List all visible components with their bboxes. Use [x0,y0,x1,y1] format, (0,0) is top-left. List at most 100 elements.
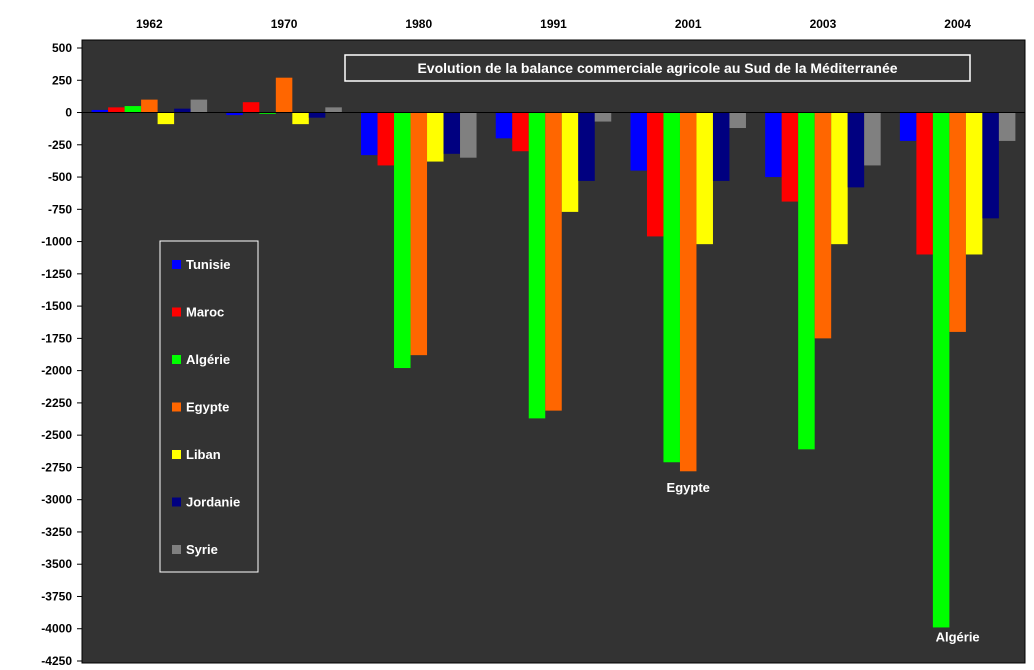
y-tick-label: -4000 [41,622,72,636]
bar [798,112,815,450]
y-tick-label: -3750 [41,589,72,603]
legend-swatch [172,545,181,554]
legend-swatch [172,402,181,412]
bar [361,112,378,156]
bar [998,112,1016,141]
bar [965,112,983,255]
y-tick-label: -2000 [41,364,72,378]
y-tick-label: -2500 [41,428,72,442]
series-maroc [108,102,933,255]
bar [495,112,513,139]
bar [190,99,208,113]
bar [174,108,191,113]
bar [663,112,680,463]
legend-swatch [172,260,181,269]
bar [712,112,730,181]
legend-label: Jordanie [186,495,240,510]
bars [91,77,1016,628]
series-tunisie [91,109,917,178]
y-tick-label: -1750 [41,331,72,345]
x-tick-label: 2001 [675,17,702,31]
series-algérie [124,106,950,628]
bar [325,107,342,113]
series-liban [157,112,983,255]
bar [377,112,395,166]
bar [949,112,966,332]
bar [594,112,612,122]
x-tick-label: 1970 [271,17,298,31]
y-tick-label: -4250 [41,654,72,668]
title-frame [344,54,971,82]
bar [630,112,647,171]
bar [427,112,444,162]
bar [696,112,713,245]
y-tick-label: -1250 [41,267,72,281]
x-tick-label: 1962 [136,17,163,31]
legend-swatch [172,497,181,507]
legend-swatch [172,307,181,317]
legend-item-egypte: Egypte [172,400,229,415]
series-syrie [190,99,1016,166]
x-tick-label: 2003 [810,17,837,31]
bar [578,112,595,181]
legend-label: Syrie [186,542,218,557]
bar [91,109,109,113]
y-tick-label: -3500 [41,557,72,571]
y-tick-label: -750 [48,202,72,216]
legend-label: Maroc [186,305,224,320]
x-tick-label: 1991 [540,17,567,31]
legend-item-tunisie: Tunisie [172,257,231,272]
y-tick-label: -500 [48,170,72,184]
x-tick-label: 2004 [944,17,971,31]
legend-item-syrie: Syrie [172,542,218,557]
series-egypte [141,77,966,472]
chart-title: Evolution de la balance commerciale agri… [417,60,897,76]
y-tick-label: 0 [65,106,72,120]
bar [831,112,848,245]
legend: Tunisie Maroc Algérie Egypte Liban Jordanie Sy… [159,240,259,573]
legend-label: Egypte [186,400,229,415]
bar [729,112,746,129]
bar [242,102,260,113]
bar [982,112,999,219]
bar [275,77,293,113]
annotation-egypte: Egypte [667,480,710,495]
legend-item-maroc: Maroc [172,305,224,320]
bar [259,112,276,114]
bar [226,112,243,116]
x-tick-label: 1980 [405,17,432,31]
bar [124,106,142,113]
bar [932,112,950,628]
bar [899,112,917,141]
legend-label: Liban [186,447,221,462]
bar [157,112,175,125]
y-tick-label: -2250 [41,396,72,410]
y-tick-label: -2750 [41,460,72,474]
bar [765,112,782,178]
y-axis-label: en millions de $ [3,319,17,403]
y-tick-label: 250 [52,73,72,87]
series-jordanie [174,108,999,219]
legend-item-liban: Liban [172,447,221,462]
chart-title-box: Evolution de la balance commerciale agri… [344,54,971,82]
bar [512,112,529,152]
bar [814,112,832,339]
bar [864,112,881,166]
legend-swatch [172,450,181,459]
bar [394,112,411,369]
bar [561,112,579,212]
y-tick-label: -1000 [41,235,72,249]
bar [443,112,461,154]
y-axis: 500 250 0 -250 -500 -750 -1000 -1250 -1500 -1750 -… [41,41,82,668]
bar [141,99,158,113]
y-tick-label: -3000 [41,493,72,507]
y-tick-label: -250 [48,138,72,152]
y-tick-label: -1500 [41,299,72,313]
bar [308,112,326,118]
bar [781,112,799,202]
bar [292,112,309,125]
y-tick-label: -3250 [41,525,72,539]
annotations: Egypte Algérie [667,480,980,645]
bar [108,107,125,113]
